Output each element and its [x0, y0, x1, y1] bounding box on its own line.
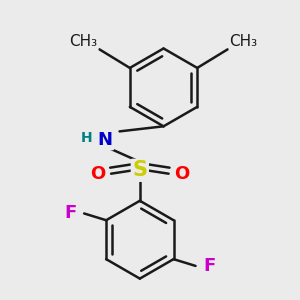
Text: O: O	[174, 165, 189, 183]
Text: N: N	[98, 131, 113, 149]
Text: S: S	[132, 160, 147, 180]
Text: O: O	[91, 165, 106, 183]
Text: H: H	[81, 131, 92, 145]
Text: F: F	[203, 257, 215, 275]
Text: F: F	[64, 205, 77, 223]
Text: CH₃: CH₃	[230, 34, 257, 49]
Text: CH₃: CH₃	[70, 34, 98, 49]
